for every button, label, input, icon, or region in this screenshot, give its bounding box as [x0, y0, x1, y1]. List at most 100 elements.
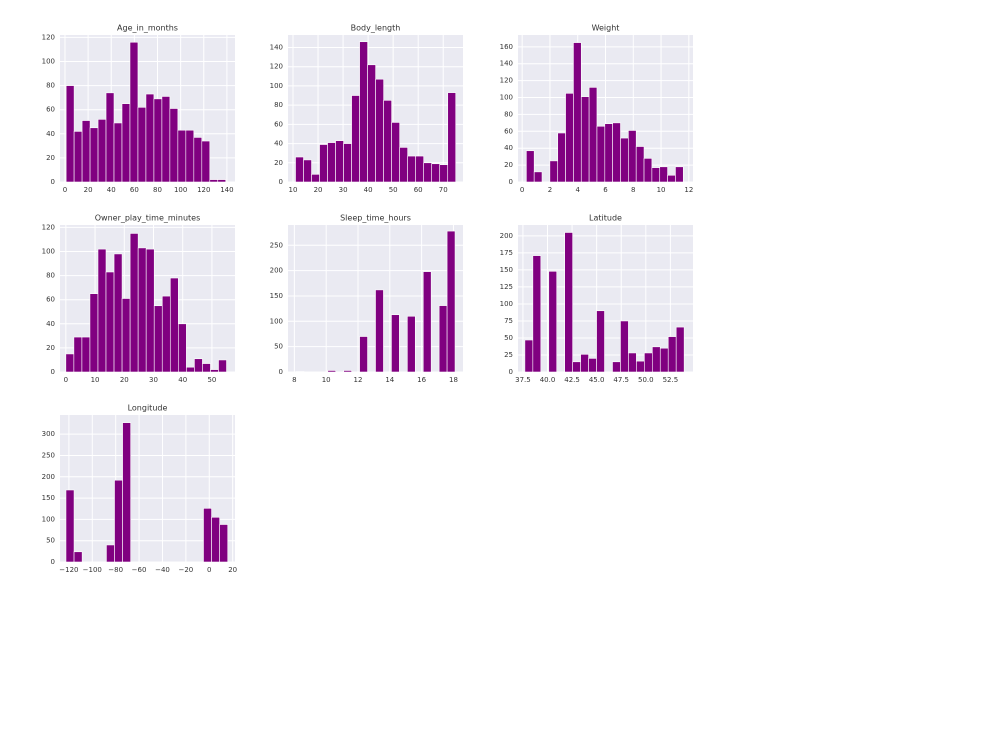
bar [675, 166, 684, 183]
bar [675, 326, 685, 373]
bar [319, 144, 328, 183]
y-tick-label: 20 [46, 154, 55, 162]
x-tick-label: 120 [197, 186, 210, 194]
bar [161, 96, 171, 183]
y-tick-label: 120 [500, 77, 513, 85]
bar [407, 315, 416, 373]
y-tick-label: 60 [46, 106, 55, 114]
y-tick-label: 40 [46, 320, 55, 328]
subplot-title: Body_length [351, 24, 401, 33]
bar [211, 516, 220, 563]
x-tick-label: 20 [120, 376, 129, 384]
bar [137, 106, 147, 183]
x-tick-label: −40 [155, 566, 170, 574]
x-tick-label: 60 [414, 186, 423, 194]
bar [203, 508, 212, 563]
bar [580, 96, 590, 183]
bar [169, 277, 179, 373]
bar [81, 120, 91, 183]
bar [106, 544, 115, 563]
bar [596, 125, 606, 183]
y-tick-label: 20 [274, 159, 283, 167]
x-tick-label: 47.5 [613, 376, 629, 384]
bar [659, 347, 669, 373]
y-tick-label: 100 [42, 515, 55, 523]
bar [620, 320, 629, 373]
bar [636, 360, 645, 373]
bar [446, 230, 456, 373]
x-tick-label: 30 [339, 186, 348, 194]
bar [327, 142, 336, 183]
bar [573, 42, 582, 183]
y-tick-label: 140 [500, 60, 513, 68]
y-tick-label: 100 [270, 82, 283, 90]
subplot-title: Longitude [128, 404, 168, 413]
bar [367, 64, 376, 183]
x-tick-label: 70 [439, 186, 448, 194]
bar [383, 100, 392, 183]
y-tick-label: 200 [270, 267, 283, 275]
y-tick-label: 0 [51, 558, 55, 566]
bar [177, 129, 187, 183]
x-tick-label: −20 [178, 566, 193, 574]
bar [327, 370, 337, 373]
y-tick-label: 100 [42, 58, 55, 66]
y-tick-label: 60 [274, 120, 283, 128]
bar [359, 336, 368, 373]
x-tick-label: 20 [228, 566, 237, 574]
bar [565, 92, 574, 183]
x-tick-label: 100 [174, 186, 187, 194]
subplot: 0 10 20 30 40 50 0 20 40 60 80 100 120 Owner_play_tim… [42, 214, 235, 384]
x-tick-label: 16 [417, 376, 426, 384]
y-tick-label: 200 [42, 473, 55, 481]
x-tick-label: 42.5 [564, 376, 580, 384]
bar [169, 108, 179, 183]
bar [97, 248, 107, 373]
bar [667, 336, 677, 373]
y-tick-label: 80 [46, 82, 55, 90]
y-tick-label: 40 [504, 144, 513, 152]
bar [209, 179, 219, 183]
y-tick-label: 150 [500, 266, 513, 274]
bar [351, 95, 360, 183]
y-tick-label: 25 [504, 351, 513, 359]
x-tick-label: 52.5 [663, 376, 679, 384]
x-tick-label: 0 [64, 376, 68, 384]
bar [532, 255, 542, 373]
bar [178, 323, 187, 373]
bar [596, 310, 605, 373]
bar [548, 270, 558, 373]
y-tick-label: 250 [42, 451, 55, 459]
bar [89, 293, 99, 373]
y-tick-label: 0 [51, 368, 55, 376]
bar [145, 93, 155, 183]
bar [399, 147, 408, 183]
bar [422, 271, 432, 373]
bar [391, 122, 400, 183]
y-tick-label: 80 [504, 110, 513, 118]
bar [651, 167, 661, 183]
x-tick-label: 80 [153, 186, 162, 194]
bar [431, 163, 441, 183]
bar [194, 358, 203, 373]
y-tick-label: 0 [279, 178, 283, 186]
bar [295, 371, 305, 373]
bar [219, 524, 229, 563]
bar [375, 78, 384, 183]
y-tick-label: 80 [46, 272, 55, 280]
bar [122, 422, 131, 563]
subplot: −120 −100 −80 −60 −40 −20 0 2005010015020025030… [42, 404, 237, 575]
bar [73, 336, 83, 373]
bar [439, 164, 449, 183]
x-tick-label: 12 [684, 186, 693, 194]
bar [129, 233, 139, 373]
x-tick-label: 50.0 [638, 376, 654, 384]
bar [612, 122, 621, 183]
bar [391, 314, 400, 373]
y-tick-label: 120 [42, 33, 55, 41]
y-tick-label: 0 [509, 178, 513, 186]
x-tick-label: 12 [354, 376, 363, 384]
bar [526, 150, 535, 183]
bar [65, 353, 75, 373]
